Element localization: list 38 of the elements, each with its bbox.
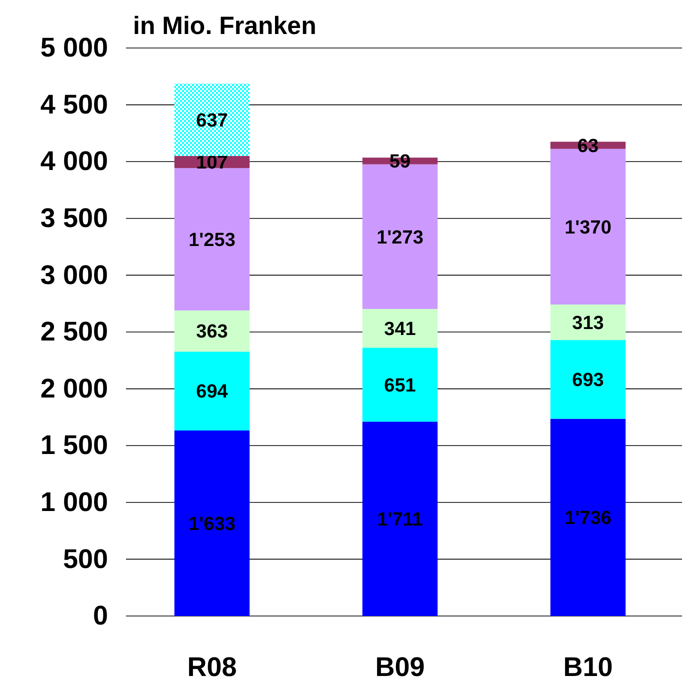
bar [550,340,626,419]
x-tick-label: R08 [187,652,237,682]
y-tick-label: 5 000 [40,32,108,63]
data-label: 1'711 [377,509,424,530]
bar [362,348,438,422]
x-tick-label: B10 [563,652,613,682]
data-label: 1'253 [188,230,236,251]
y-tick-label: 500 [62,544,108,574]
data-label: 693 [572,370,604,392]
y-tick-label: 4 000 [40,146,108,176]
data-label: 1'370 [564,217,612,238]
data-label: 341 [384,318,416,340]
y-tick-label: 2 500 [40,316,108,347]
bar [174,352,250,430]
y-tick-label: 3 000 [40,260,108,290]
bar [174,84,250,156]
y-tick-label: 2 000 [40,373,108,404]
bar [550,304,626,340]
y-tick-label: 1 000 [40,487,108,518]
bar [174,430,250,616]
y-tick-label: 0 [92,600,108,631]
bar [362,422,438,616]
data-label: 651 [384,375,416,396]
data-label: 1'736 [564,508,612,530]
data-label: 363 [196,322,228,343]
y-tick-label: 3 500 [40,203,108,234]
data-label: 1'273 [376,227,424,248]
data-label: 1'633 [188,514,236,535]
data-label: 313 [572,312,604,334]
bar [174,168,250,310]
y-axis-title: in Mio. Franken [133,12,316,40]
y-tick-label: 4 500 [40,89,108,120]
x-tick-label: B09 [375,652,425,682]
y-tick-label: 1 500 [40,430,108,460]
bar [550,418,626,616]
bar [174,310,250,352]
data-label: 694 [196,382,228,403]
bar [362,308,438,348]
